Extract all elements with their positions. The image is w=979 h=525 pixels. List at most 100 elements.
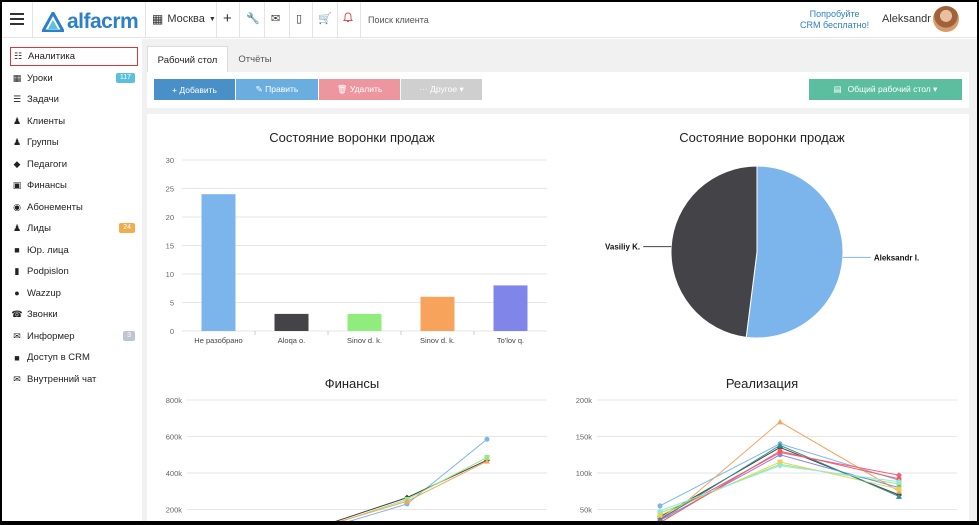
data-point [896, 493, 902, 499]
main-area: Рабочий стол Отчёты + Добавить ✎ Править… [142, 39, 977, 521]
add-button[interactable]: + Добавить [154, 79, 235, 100]
divider [264, 2, 265, 38]
sidebar-item-label: Уроки [27, 72, 53, 84]
y-tick-label: 15 [166, 242, 174, 251]
data-point [896, 472, 902, 479]
bar [420, 296, 455, 331]
logo-text: alfacrm [67, 10, 139, 33]
sidebar-item[interactable]: ◆ Педагоги [10, 155, 138, 174]
divider [239, 2, 240, 38]
series-line [340, 457, 488, 521]
bar-chart: 0 5 10 15 20 25 30 Не разобрано Aloqa o. Sinov d.… [166, 156, 547, 345]
envelope-icon: ✉ [13, 373, 21, 384]
y-tick-label: 150k [576, 433, 593, 442]
pie-chart: Aleksandr I. Vasiliy K. [605, 165, 919, 339]
file-icon: ▮ [14, 266, 20, 276]
briefcase-icon: ■ [14, 245, 20, 255]
sidebar-item[interactable]: ■ Юр. лица [10, 241, 138, 260]
data-point [484, 454, 490, 460]
bell-icon[interactable] [343, 12, 353, 23]
y-tick-label: 5 [170, 299, 174, 308]
divider [337, 2, 338, 38]
data-point [404, 498, 410, 504]
sidebar-item[interactable]: ☷ Аналитика [10, 47, 138, 66]
tab-label: Отчёты [238, 54, 272, 65]
book-open-icon: ☷ [13, 51, 23, 61]
pie-slice [745, 165, 844, 339]
y-tick-label: 30 [166, 156, 174, 165]
calendar-icon: ▦ [12, 72, 22, 83]
plus-icon[interactable]: + [223, 10, 232, 27]
try-crm-link[interactable]: Попробуйте CRM бесплатно! [800, 9, 869, 31]
dashboard-content: Состояние воронки продаж Состояние ворон… [147, 114, 969, 521]
edit-button[interactable]: ✎ Править [236, 79, 318, 100]
common-desktop-button[interactable]: ▤ Общий рабочий стол ▾ [809, 79, 962, 100]
sidebar-item-label: Лиды [27, 223, 51, 234]
y-tick-label: 50k [580, 506, 592, 515]
data-point [777, 418, 783, 425]
sales-chart: 50k 100k 150k 200k [576, 396, 957, 521]
sidebar-item[interactable]: ▮ Podpislon [10, 262, 138, 281]
sidebar-item[interactable]: ✉ Внутренний чат [10, 370, 138, 389]
search-input[interactable] [368, 10, 568, 30]
username[interactable]: Aleksandr [882, 13, 931, 25]
y-tick-label: 0 [170, 327, 174, 336]
sidebar-item[interactable]: ♟ Группы [10, 133, 138, 152]
data-point [657, 512, 663, 518]
data-point [658, 520, 662, 521]
top-bar: alfacrm ▦ Москва ▼ + 🔧 ✉ ▯ 🛒 Попробуйте … [2, 2, 977, 38]
try-crm-line2: CRM бесплатно! [800, 20, 870, 30]
x-tick-label: Не разобрано [194, 336, 242, 345]
x-tick-label: Sinov d. k. [420, 336, 455, 345]
common-desktop-label: Общий рабочий стол ▾ [847, 84, 938, 94]
data-point [484, 436, 490, 442]
logo[interactable]: alfacrm [42, 10, 139, 34]
sidebar-item[interactable]: ♟ Лиды 24 [10, 219, 138, 238]
mobile-icon[interactable]: ▯ [296, 13, 303, 25]
bar [201, 194, 236, 331]
clipboard-icon: ☰ [12, 94, 22, 104]
tab-desktop[interactable]: Рабочий стол [147, 46, 228, 73]
avatar[interactable] [933, 6, 959, 32]
city-selector[interactable]: ▦ Москва ▼ [152, 12, 216, 26]
series-line [348, 438, 488, 521]
y-tick-label: 600k [166, 433, 183, 442]
bar [493, 285, 528, 331]
mail-icon[interactable]: ✉ [271, 13, 281, 25]
sidebar-item[interactable]: ✉ Информер 3 [10, 327, 138, 346]
delete-button[interactable]: 🗑 Удалить [319, 79, 400, 100]
tab-reports[interactable]: Отчёты [230, 46, 280, 73]
series-line [339, 460, 488, 521]
sidebar-item-label: Клиенты [27, 115, 66, 127]
sidebar-item[interactable]: ☎ Звонки [10, 305, 138, 324]
data-point [777, 442, 783, 448]
caret-down-icon: ▼ [208, 15, 216, 23]
hamburger-menu-icon[interactable] [10, 13, 24, 25]
sidebar: ☷ Аналитика ▦ Уроки 117 ☰ Задачи ♟ Клиенты ♟ Групп… [2, 39, 142, 521]
y-tick-label: 10 [166, 270, 174, 279]
money-icon: ▣ [12, 180, 22, 190]
sidebar-item[interactable]: ● Wazzup [10, 284, 138, 303]
logo-mark-icon [42, 12, 64, 32]
divider [145, 2, 146, 38]
sidebar-item-label: Юр. лица [27, 244, 69, 256]
data-point [657, 503, 663, 509]
sidebar-item[interactable]: ◉ Абонементы [10, 198, 138, 217]
bar-chart-title: Состояние воронки продаж [269, 130, 435, 145]
wrench-icon[interactable]: 🔧 [246, 13, 260, 25]
sidebar-item[interactable]: ♟ Клиенты [10, 112, 138, 131]
sidebar-item-label: Wazzup [27, 287, 61, 299]
user-icon: ♟ [12, 115, 22, 126]
cart-icon[interactable]: 🛒 [318, 13, 332, 25]
sidebar-item-label: Группы [27, 137, 59, 148]
tab-label: Рабочий стол [157, 54, 218, 66]
divider [32, 2, 33, 38]
sidebar-item[interactable]: ▦ Уроки 117 [10, 69, 138, 88]
sidebar-item[interactable]: ■ Доступ в CRM [10, 348, 138, 367]
sidebar-item[interactable]: ☰ Задачи [10, 90, 138, 109]
pie-label: Aleksandr I. [874, 253, 919, 262]
sidebar-item[interactable]: ▣ Финансы [10, 176, 138, 195]
graduation-cap-icon: ◆ [13, 158, 21, 169]
desktop-icon: ▤ [833, 84, 842, 94]
other-button[interactable]: ··· Другое ▾ [401, 79, 482, 100]
